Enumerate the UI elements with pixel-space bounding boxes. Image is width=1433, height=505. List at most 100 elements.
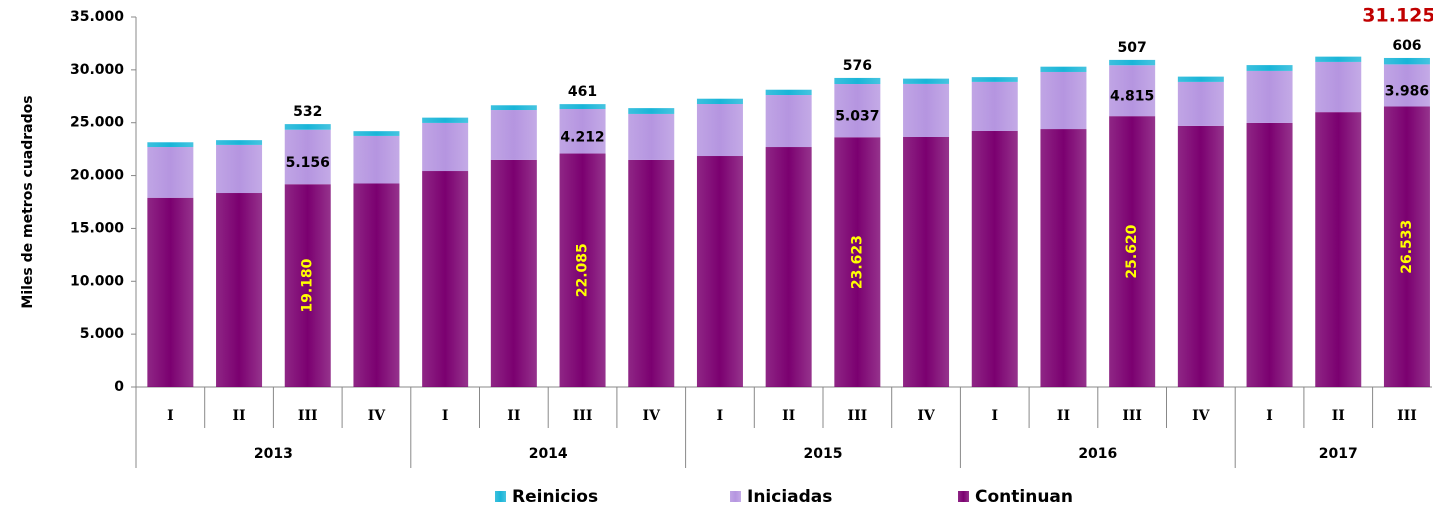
x-tick-label: II	[782, 408, 795, 424]
legend-label: Reinicios	[512, 487, 598, 505]
bar-segment	[628, 113, 675, 160]
bar-segment	[353, 131, 400, 136]
legend-swatch	[958, 491, 969, 502]
x-tick-label: III	[298, 408, 318, 424]
bar-segment	[628, 108, 675, 114]
data-label: 4.212	[560, 129, 604, 145]
bar-segment	[422, 122, 469, 172]
bar-segment	[971, 77, 1018, 82]
bar-segment	[216, 193, 263, 387]
legend-swatch	[495, 491, 506, 502]
y-tick-label: 5.000	[80, 326, 125, 342]
data-label: 25.620	[1124, 224, 1140, 278]
bar-segment	[903, 136, 950, 387]
bar-segment	[1315, 61, 1362, 113]
bar-segment	[765, 147, 812, 387]
x-tick-label: III	[573, 408, 593, 424]
bar-segment	[834, 84, 881, 138]
bar-segment	[284, 129, 331, 185]
bar-segment	[971, 81, 1018, 131]
bar-segment	[422, 171, 469, 387]
data-label: 461	[568, 84, 597, 100]
x-tick-label: I	[717, 408, 724, 424]
y-tick-label: 20.000	[70, 168, 124, 184]
bar-segment	[903, 78, 950, 84]
x-tick-label: III	[1397, 408, 1417, 424]
total-annotation: 31.125	[1362, 5, 1433, 27]
x-tick-label: II	[1332, 408, 1345, 424]
x-tick-label: I	[991, 408, 998, 424]
bar-segment	[147, 147, 194, 198]
data-label: 5.037	[835, 109, 879, 125]
bar-segment	[765, 95, 812, 148]
bar-segment	[1177, 81, 1224, 126]
bar-segment	[353, 183, 400, 387]
x-tick-label: IV	[917, 408, 936, 424]
bar-segment	[1109, 116, 1156, 387]
bar-segment	[216, 144, 263, 194]
bar-segment	[834, 137, 881, 387]
legend-swatch	[730, 491, 741, 502]
bar-segment	[1109, 59, 1156, 66]
bar-segment	[903, 83, 950, 137]
bar-segment	[1177, 76, 1224, 82]
bar-segment	[696, 156, 743, 387]
bar-segment	[696, 98, 743, 105]
x-tick-label: II	[232, 408, 245, 424]
y-tick-label: 30.000	[70, 62, 124, 78]
bar-segment	[559, 109, 606, 154]
bar-segment	[971, 130, 1018, 387]
y-tick-label: 0	[114, 379, 124, 395]
bar-segment	[559, 153, 606, 387]
bar-segment	[1383, 64, 1430, 107]
group-label: 2016	[1078, 446, 1117, 462]
bar-segment	[1177, 125, 1224, 387]
bar-segment	[834, 77, 881, 85]
x-tick-label: II	[507, 408, 520, 424]
bar-segment	[490, 110, 537, 160]
bar-segment	[1246, 122, 1293, 387]
data-label: 22.085	[575, 243, 591, 297]
x-tick-label: IV	[368, 408, 387, 424]
bar-segment	[1109, 65, 1156, 117]
bar-segment	[1315, 56, 1362, 62]
legend-label: Iniciadas	[747, 487, 832, 505]
bar-segment	[1040, 71, 1087, 130]
bar-segment	[147, 142, 194, 148]
bar-segment	[422, 117, 469, 123]
y-tick-label: 25.000	[70, 115, 124, 131]
bar-segment	[765, 89, 812, 96]
data-label: 576	[843, 58, 872, 74]
data-label: 5.156	[286, 155, 330, 171]
y-tick-label: 15.000	[70, 220, 124, 236]
bar-segment	[216, 140, 263, 145]
bar-segment	[696, 104, 743, 157]
bar-segment	[1246, 70, 1293, 123]
bar-segment	[284, 184, 331, 387]
data-label: 4.815	[1110, 89, 1154, 105]
bar-segment	[353, 135, 400, 184]
y-axis-title: Miles de metros cuadrados	[20, 95, 36, 308]
bar-segment	[628, 159, 675, 387]
data-label: 3.986	[1385, 83, 1429, 99]
data-label: 23.623	[849, 235, 865, 289]
x-tick-label: III	[848, 408, 868, 424]
bar-segment	[147, 197, 194, 387]
bar-segment	[1246, 65, 1293, 71]
bar-segment	[1383, 106, 1430, 387]
bar-segment	[284, 124, 331, 130]
x-tick-label: III	[1122, 408, 1142, 424]
bar-segment	[1040, 66, 1087, 72]
data-label: 26.533	[1399, 220, 1415, 274]
x-tick-label: I	[167, 408, 174, 424]
bar-segment	[490, 105, 537, 111]
legend-label: Continuan	[975, 487, 1073, 505]
x-tick-label: IV	[1192, 408, 1211, 424]
data-label: 532	[293, 104, 322, 120]
bar-segment	[1383, 57, 1430, 65]
group-label: 2013	[254, 446, 293, 462]
group-label: 2017	[1319, 446, 1358, 462]
x-tick-label: IV	[643, 408, 662, 424]
group-label: 2015	[804, 446, 843, 462]
bar-segment	[1040, 129, 1087, 388]
